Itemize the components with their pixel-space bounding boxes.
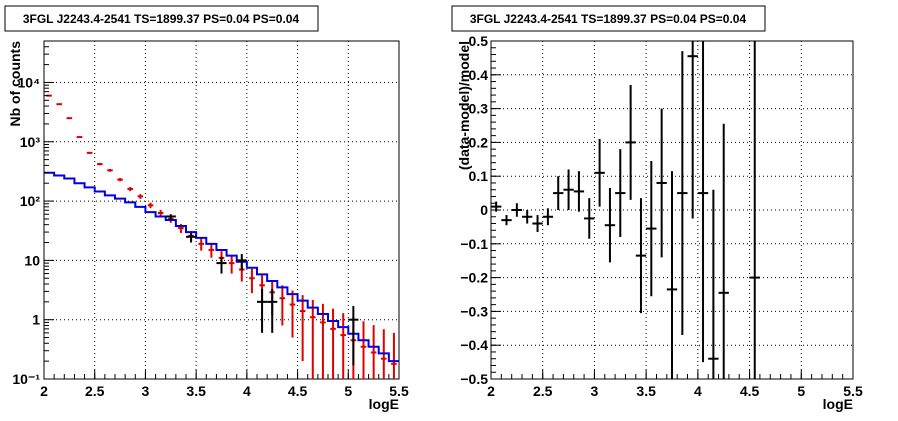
x-axis-label: logE <box>369 396 399 412</box>
x-tick-label: 2.5 <box>85 383 105 399</box>
counts-panel: 2 2.5 3 3.5 4 4.5 5 5.5 10⁻¹ 1 10 10² 10³ 10⁴ 3FGL J… <box>4 5 409 412</box>
y-tick-label: 0 <box>480 202 488 218</box>
x-tick-label: 3 <box>591 383 599 399</box>
y-tick-label: 10³ <box>20 134 41 150</box>
title-box <box>4 5 319 32</box>
y-tick-label: 0.1 <box>469 168 489 184</box>
x-tick-label: 5 <box>797 383 805 399</box>
x-tick-label: 3.5 <box>636 383 656 399</box>
y-tick-label: 10⁻¹ <box>12 371 40 387</box>
x-axis-label: logE <box>823 396 853 412</box>
x-tick-label: 2 <box>487 383 495 399</box>
x-tick-label: 5 <box>344 383 352 399</box>
y-tick-label: −0.3 <box>460 303 488 319</box>
x-tick-label: 4.5 <box>740 383 760 399</box>
plot-frame <box>43 40 400 380</box>
y-tick-label: 1 <box>32 312 40 328</box>
y-tick-label: −0.1 <box>460 236 488 252</box>
x-tick-label: 4 <box>694 383 702 399</box>
chart-title: 3FGL J2243.4-2541 TS=1899.37 PS=0.04 PS=… <box>470 12 747 26</box>
x-axis: 2 2.5 3 3.5 4 4.5 5 5.5 <box>487 370 863 399</box>
x-tick-label: 4.5 <box>288 383 308 399</box>
grid <box>491 41 853 379</box>
chart-title: 3FGL J2243.4-2541 TS=1899.37 PS=0.04 PS=… <box>23 12 300 26</box>
y-tick-label: 10² <box>20 193 41 209</box>
y-tick-label: 0.5 <box>469 33 489 49</box>
x-tick-label: 4 <box>243 383 251 399</box>
y-tick-label: 0.2 <box>469 134 489 150</box>
y-tick-label: 10 <box>24 252 40 268</box>
x-tick-label: 2 <box>40 383 48 399</box>
title-box <box>451 5 766 32</box>
x-tick-label: 5.5 <box>843 383 863 399</box>
x-tick-label: 2.5 <box>533 383 553 399</box>
y-axis-label: Nb of counts <box>7 41 23 127</box>
y-axis-label: (data-model)/model <box>456 41 472 170</box>
y-tick-label: 0.4 <box>469 67 489 83</box>
y-axis: 10⁻¹ 1 10 10² 10³ 10⁴ <box>12 46 54 387</box>
y-tick-label: 0.3 <box>469 101 489 117</box>
residuals-panel: 2 2.5 3 3.5 4 4.5 5 5.5 −0.5 −0.4 −0.3 −0.2 −0.1 0 0.… <box>451 5 863 412</box>
x-tick-label: 3 <box>142 383 150 399</box>
x-tick-label: 5.5 <box>389 383 409 399</box>
model-source-line <box>44 171 399 363</box>
series-layer <box>44 94 399 379</box>
x-axis: 2 2.5 3 3.5 4 4.5 5 5.5 <box>40 370 409 399</box>
series-layer <box>491 41 760 379</box>
x-tick-label: 3.5 <box>186 383 206 399</box>
y-axis: −0.5 −0.4 −0.3 −0.2 −0.1 0 0.1 0.2 0.3 0.4 0.5 <box>460 33 501 387</box>
y-tick-label: −0.5 <box>460 371 488 387</box>
grid <box>44 41 399 379</box>
y-tick-label: 10⁴ <box>18 74 41 90</box>
y-tick-label: −0.4 <box>460 337 488 353</box>
y-tick-label: −0.2 <box>460 270 488 286</box>
